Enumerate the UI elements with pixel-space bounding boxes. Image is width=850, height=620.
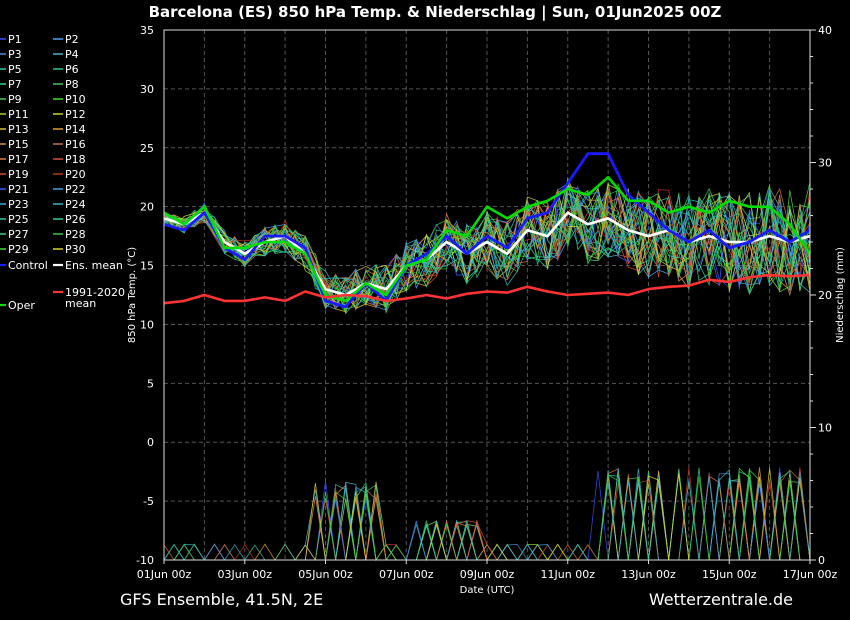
legend-label: P27 [8, 228, 29, 241]
legend-label: P4 [65, 48, 79, 61]
legend-label: P21 [8, 183, 29, 196]
x-tick-label: 15Jun 00z [702, 568, 757, 581]
oper-line [163, 175, 812, 303]
legend-label: P2 [65, 33, 79, 46]
y-tick-label-left: 35 [140, 24, 154, 37]
x-tick-label: 17Jun 00z [783, 568, 838, 581]
legend-label: P19 [8, 168, 29, 181]
y-tick-label-left: 30 [140, 83, 154, 96]
y-tick-label-left: 20 [140, 201, 154, 214]
x-tick-label: 11Jun 00z [541, 568, 596, 581]
x-axis-label: Date (UTC) [460, 585, 515, 596]
x-tick-label: 05Jun 00z [298, 568, 353, 581]
y-axis-label-right: Niederschlag (mm) [835, 247, 846, 343]
legend-label: P8 [65, 78, 79, 91]
1991-2020-mean-line [163, 273, 811, 305]
x-axis: 01Jun 00z 03Jun 00z 05Jun 00z 07Jun 00z 09Ju… [137, 560, 838, 581]
legend-label: P23 [8, 198, 29, 211]
legend-label: P13 [8, 123, 29, 136]
legend-label: P29 [8, 243, 29, 256]
legend-label: P15 [8, 138, 29, 151]
legend-label: P25 [8, 213, 29, 226]
footer-source: Wetterzentrale.de [649, 590, 793, 609]
y-tick-label-right: 10 [818, 422, 832, 435]
x-tick-label: 03Jun 00z [218, 568, 273, 581]
main-series [163, 152, 812, 309]
legend-label: P9 [8, 93, 22, 106]
legend-label: P5 [8, 63, 22, 76]
legend-label: P20 [65, 168, 86, 181]
member-line [163, 190, 811, 307]
legend-label: P12 [65, 108, 86, 121]
member-line [163, 182, 811, 315]
x-tick-label: 09Jun 00z [460, 568, 515, 581]
y-tick-label-left: -5 [143, 495, 154, 508]
legend-label: P11 [8, 108, 29, 121]
right-axis: 40 30 20 10 0 [810, 24, 832, 567]
y-tick-label-right: 30 [818, 157, 832, 170]
y-tick-label-left: -10 [136, 554, 154, 567]
legend-label: P10 [65, 93, 86, 106]
legend-label: P26 [65, 213, 86, 226]
legend-label: P14 [65, 123, 86, 136]
footer-model: GFS Ensemble, 41.5N, 2E [120, 590, 323, 609]
legend-label: P18 [65, 153, 86, 166]
legend-label: Ens. mean [65, 259, 123, 272]
x-tick-label: 07Jun 00z [379, 568, 434, 581]
legend-label: P17 [8, 153, 29, 166]
y-tick-label-left: 5 [147, 377, 154, 390]
y-tick-label-left: 0 [147, 436, 154, 449]
x-tick-label: 01Jun 00z [137, 568, 192, 581]
legend-label: P3 [8, 48, 22, 61]
legend-label: P6 [65, 63, 79, 76]
y-tick-label-right: 40 [818, 24, 832, 37]
member-line [163, 191, 811, 297]
control-line [163, 152, 811, 309]
y-tick-label-left: 15 [140, 260, 154, 273]
legend-label: P24 [65, 198, 86, 211]
member-line [163, 188, 811, 313]
legend-label: 1991-2020 [65, 286, 125, 299]
y-tick-label-right: 0 [818, 554, 825, 567]
y-axis-label-left: 850 hPa Temp. (°C) [127, 247, 138, 343]
legend-label: P22 [65, 183, 86, 196]
legend-label: mean [65, 297, 96, 310]
legend-label: Oper [8, 299, 35, 312]
left-axis: 35 30 25 20 15 10 5 0 -5 -10 [136, 24, 154, 567]
x-tick-label: 13Jun 00z [621, 568, 676, 581]
chart-title: Barcelona (ES) 850 hPa Temp. & Niedersch… [149, 3, 722, 22]
ens-mean-line [163, 211, 811, 297]
legend-label: P7 [8, 78, 22, 91]
y-tick-label-left: 25 [140, 142, 154, 155]
legend-label: P16 [65, 138, 86, 151]
legend-label: P28 [65, 228, 86, 241]
legend-label: Control [8, 259, 48, 272]
legend-label: P1 [8, 33, 22, 46]
y-tick-label-left: 10 [140, 318, 154, 331]
legend-label: P30 [65, 243, 86, 256]
y-tick-label-right: 20 [818, 289, 832, 302]
legend: P1 P2 P3 P4 P5 P6 P7 P8 P9 P10 P11 P12 P13 P14 P15 P16 P… [0, 33, 125, 312]
